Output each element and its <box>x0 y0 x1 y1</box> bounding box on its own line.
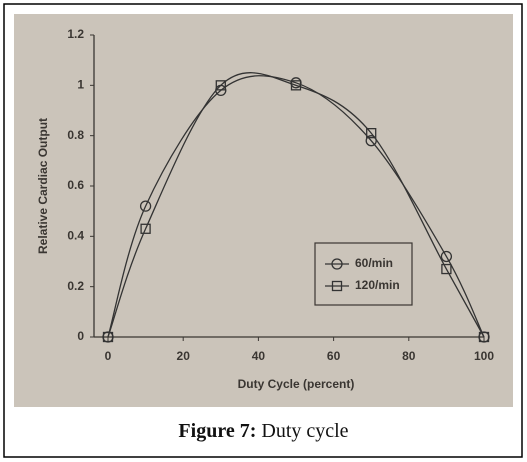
x-tick-label: 80 <box>402 349 416 363</box>
x-axis-title: Duty Cycle (percent) <box>238 377 355 391</box>
data-point <box>478 331 490 343</box>
y-tick-label: 0.2 <box>67 279 84 293</box>
y-tick-label: 1 <box>77 78 84 92</box>
y-axis-title: Relative Cardiac Output <box>36 118 50 254</box>
caption-label: Figure 7: <box>178 420 257 442</box>
y-tick-label: 0 <box>77 329 84 343</box>
data-point <box>139 200 152 212</box>
y-tick-label: 0.4 <box>67 229 84 243</box>
legend-label: 60/min <box>355 256 393 270</box>
legend-marker <box>331 280 343 292</box>
x-tick-label: 60 <box>327 349 341 363</box>
caption-text: Duty cycle <box>261 420 349 442</box>
x-tick-label: 0 <box>105 349 112 363</box>
y-tick-label: 0.6 <box>67 178 84 192</box>
legend-box <box>314 242 413 306</box>
figure-border <box>3 3 523 458</box>
photo-background <box>14 14 513 407</box>
data-point <box>290 80 302 91</box>
data-point <box>366 127 377 139</box>
caption: Figure 7: Duty cycle <box>0 420 527 443</box>
series-line <box>107 72 485 338</box>
series-line <box>107 75 485 338</box>
data-point <box>102 331 114 343</box>
data-point <box>140 223 151 234</box>
legend-marker <box>331 258 343 270</box>
x-tick-label: 20 <box>177 349 191 363</box>
x-tick-label: 100 <box>474 349 494 363</box>
data-point <box>440 250 453 263</box>
y-tick-label: 1.2 <box>67 27 84 41</box>
data-point <box>215 80 226 91</box>
y-tick-label: 0.8 <box>67 128 84 142</box>
data-point <box>441 263 452 275</box>
x-tick-label: 40 <box>252 349 266 363</box>
legend-label: 120/min <box>355 278 400 292</box>
